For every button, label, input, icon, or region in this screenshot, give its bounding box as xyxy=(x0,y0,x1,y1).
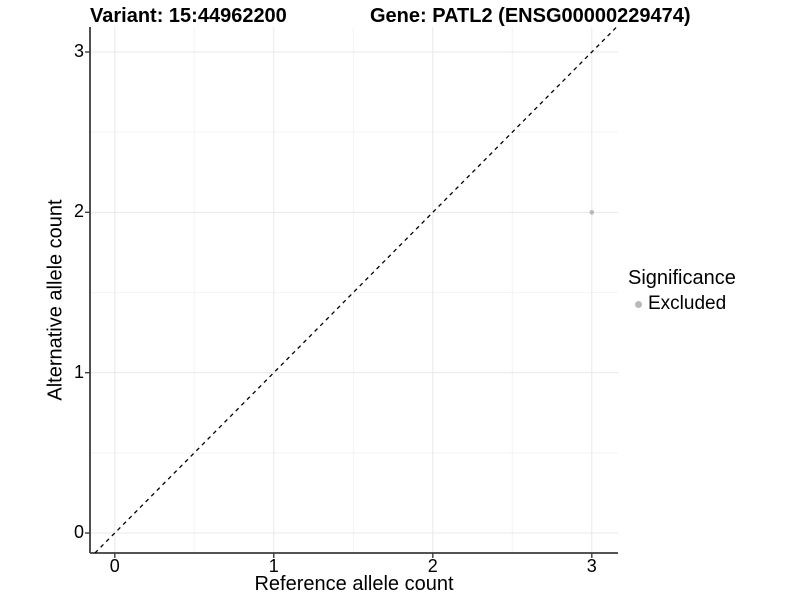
x-tick-label: 1 xyxy=(268,556,279,576)
y-tick-label: 1 xyxy=(73,361,84,382)
x-tick-label: 2 xyxy=(427,556,438,576)
x-axis-label: Reference allele count xyxy=(254,573,454,595)
legend-item-label: Excluded xyxy=(648,293,727,314)
x-tick-label: 3 xyxy=(586,556,597,576)
x-tick-label: 0 xyxy=(109,556,120,576)
y-axis-label: Alternative allele count xyxy=(44,199,67,401)
plot-title-variant: Variant: 15:44962200 xyxy=(90,5,287,27)
y-tick-label: 2 xyxy=(73,201,84,222)
legend: Significance Excluded xyxy=(628,267,736,315)
legend-key-circle-icon xyxy=(635,300,642,308)
data-point-excluded xyxy=(589,210,595,215)
plot-title-gene: Gene: PATL2 (ENSG00000229474) xyxy=(370,5,691,27)
identity-reference-line xyxy=(94,26,618,554)
y-tick-label: 0 xyxy=(73,522,84,543)
legend-title: Significance xyxy=(628,267,736,289)
y-tick-label: 3 xyxy=(73,41,84,62)
legend-item-excluded: Excluded xyxy=(635,293,736,315)
